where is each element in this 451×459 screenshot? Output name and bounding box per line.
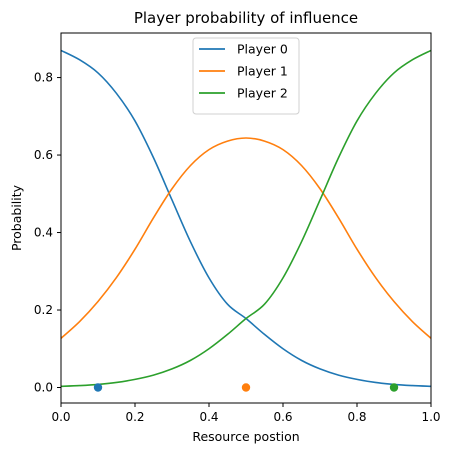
y-tick-label: 0.4 [34,226,53,240]
y-axis: 0.0 0.2 0.4 0.6 0.8 [34,71,61,395]
x-tick-label: 0.4 [199,410,218,424]
chart-title: Player probability of influence [134,9,358,27]
player-position-point-0 [94,383,102,391]
series-line-player-1 [61,138,431,338]
x-axis-label: Resource postion [192,429,299,444]
legend-label: Player 0 [237,42,288,57]
x-tick-label: 0.0 [51,410,70,424]
y-tick-label: 0.6 [34,148,53,162]
x-tick-label: 1.0 [421,410,440,424]
x-axis: 0.0 0.2 0.4 0.6 0.8 1.0 [51,403,440,424]
y-tick-label: 0.8 [34,71,53,85]
x-tick-label: 0.2 [125,410,144,424]
y-tick-label: 0.2 [34,303,53,317]
legend-label: Player 1 [237,64,288,79]
y-tick-label: 0.0 [34,381,53,395]
y-axis-label: Probability [9,184,24,251]
x-tick-label: 0.8 [347,410,366,424]
legend-label: Player 2 [237,86,288,101]
legend: Player 0 Player 1 Player 2 [193,38,299,114]
player-position-point-1 [242,383,250,391]
player-position-point-2 [390,383,398,391]
x-tick-label: 0.6 [273,410,292,424]
